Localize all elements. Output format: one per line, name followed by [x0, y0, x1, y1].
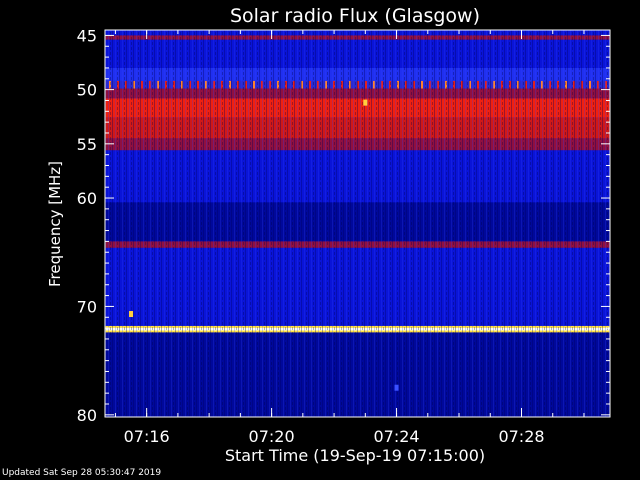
noise-overlay — [105, 30, 610, 417]
plot-frame — [104, 29, 611, 418]
x-tick-label-2: 07:24 — [373, 427, 419, 446]
flux-features — [129, 99, 399, 391]
y-tick-label-0: 45 — [77, 26, 97, 45]
feature-0 — [363, 99, 368, 106]
feature-2 — [394, 384, 399, 391]
x-tick-label-1: 07:20 — [249, 427, 295, 446]
chart-title: Solar radio Flux (Glasgow) — [230, 5, 480, 27]
feature-1 — [129, 311, 134, 318]
y-axis-ticks: 45 50 55 60 70 80 — [77, 26, 610, 425]
updated-timestamp: Updated Sat Sep 28 05:30:47 2019 — [2, 468, 162, 478]
y-tick-label-3: 60 — [77, 189, 97, 208]
x-tick-label-3: 07:28 — [498, 427, 544, 446]
y-tick-label-1: 50 — [77, 81, 97, 100]
y-tick-label-4: 70 — [77, 297, 97, 316]
x-tick-label-0: 07:16 — [124, 427, 170, 446]
y-tick-label-5: 80 — [77, 406, 97, 425]
plot-area — [105, 30, 610, 417]
y-axis-label: Frequency [MHz] — [46, 161, 64, 287]
x-axis-label: Start Time (19-Sep-19 07:15:00) — [225, 446, 485, 465]
y-tick-label-2: 55 — [77, 135, 97, 154]
x-axis-ticks: 07:16 07:20 07:24 07:28 — [114, 30, 585, 446]
